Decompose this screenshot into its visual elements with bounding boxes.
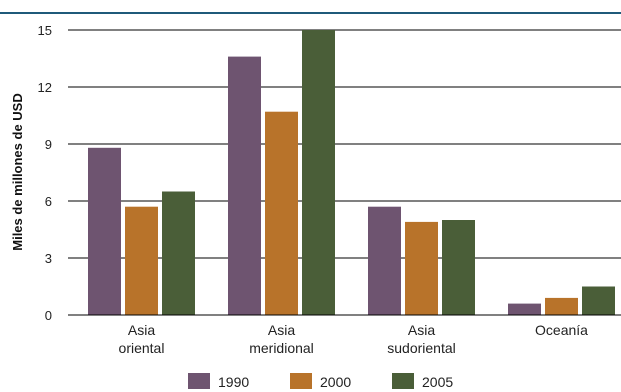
legend-swatch-2005 (392, 373, 414, 389)
category-label: sudoriental (387, 340, 456, 356)
y-tick-label: 6 (45, 194, 52, 209)
category-label: Asia (408, 322, 435, 338)
legend-label-1990: 1990 (218, 374, 249, 390)
y-tick-labels: 0 3 6 9 12 15 (38, 23, 52, 323)
category-label: oriental (119, 340, 165, 356)
bar-2000-1 (265, 111, 298, 315)
bar-2005-1 (302, 30, 335, 315)
legend-label-2005: 2005 (422, 374, 453, 390)
legend: 1990 2000 2005 (188, 373, 453, 390)
y-tick-label: 15 (38, 23, 52, 38)
bar-2005-2 (442, 220, 475, 315)
y-tick-label: 0 (45, 308, 52, 323)
category-label: Asia (268, 322, 295, 338)
legend-swatch-2000 (290, 373, 312, 389)
bar-1990-0 (88, 147, 121, 315)
category-labels: Asia oriental Asia meridional Asia sudorienta… (119, 322, 589, 356)
bar-1990-2 (368, 206, 401, 315)
bar-2005-0 (162, 191, 195, 315)
legend-swatch-1990 (188, 373, 210, 389)
category-label: meridional (249, 340, 314, 356)
bars (88, 30, 615, 315)
category-label: Asia (128, 322, 155, 338)
y-tick-label: 12 (38, 80, 52, 95)
y-tick-label: 3 (45, 251, 52, 266)
bar-2000-2 (405, 221, 438, 315)
y-axis-label: Miles de millones de USD (10, 93, 25, 251)
bar-2000-3 (545, 297, 578, 315)
bar-2000-0 (125, 206, 158, 315)
category-label: Oceanía (535, 322, 588, 338)
bar-2005-3 (582, 286, 615, 315)
bar-1990-1 (228, 56, 261, 315)
bar-1990-3 (508, 303, 541, 315)
gridlines (68, 29, 621, 259)
y-tick-label: 9 (45, 137, 52, 152)
legend-label-2000: 2000 (320, 374, 351, 390)
